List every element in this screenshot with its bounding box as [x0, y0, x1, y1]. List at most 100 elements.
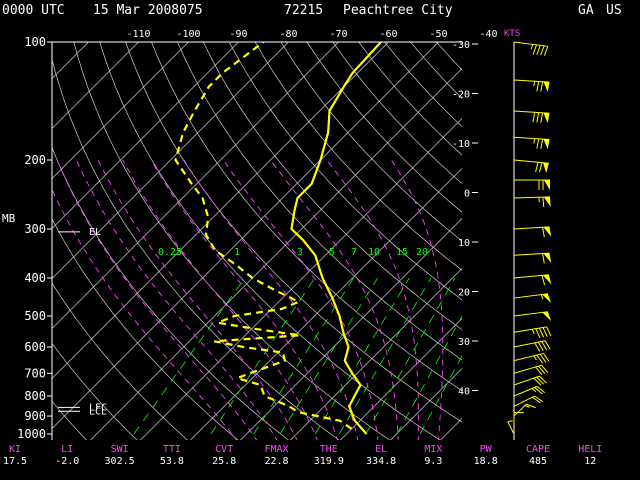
wind-barb — [513, 403, 536, 417]
index-label: KI — [8, 444, 22, 455]
wind-barb-shaft — [513, 364, 542, 374]
isotherm-line — [588, 33, 640, 442]
dry-adiabat-line — [52, 342, 138, 440]
wind-barb — [513, 293, 552, 304]
wind-barb-full-tick — [536, 112, 540, 123]
wind-barb-shaft — [513, 311, 548, 317]
wind-barb — [513, 385, 546, 397]
moist-adiabat-line — [270, 159, 399, 440]
mixing-ratio-label: 7 — [351, 247, 357, 258]
wind-barb-shaft — [513, 293, 548, 299]
pressure-tick-label: 400 — [24, 271, 46, 285]
wind-barb — [513, 364, 549, 375]
wind-axis-tick-label: 40 — [458, 387, 470, 398]
wind-barb-full-tick — [532, 112, 536, 123]
pressure-tick-label: 200 — [24, 153, 46, 167]
mixing-ratio-label: 15 — [396, 247, 408, 258]
mixing-ratio-label: 5 — [329, 247, 335, 258]
dewpoint-trace — [174, 42, 353, 430]
wind-barb-full-tick — [539, 353, 547, 363]
mixing-ratio-line — [365, 277, 456, 435]
dry-adiabat-line — [228, 42, 462, 301]
wind-barb-half-tick — [531, 329, 535, 335]
wind-barb-pennant — [543, 274, 552, 285]
header-country: US — [606, 3, 622, 18]
wind-barb-half-tick — [533, 355, 537, 361]
wind-barb-full-tick — [526, 403, 536, 409]
header-time: 0000 UTC — [2, 3, 65, 18]
wind-barb-half-tick — [533, 81, 536, 87]
wind-barb-full-tick — [535, 162, 539, 173]
wind-axis-tick-label: 20 — [458, 288, 470, 299]
wind-barb — [513, 196, 551, 208]
isotherm-line — [538, 33, 640, 442]
moist-adiabat-line — [326, 159, 419, 440]
wind-barb-shaft — [513, 252, 550, 256]
wind-barb-pennant — [543, 162, 549, 173]
moist-adiabat-line — [52, 188, 238, 440]
wind-barb-full-tick — [542, 227, 545, 238]
temperature-tick-label: -90 — [229, 29, 247, 40]
wind-barb-full-tick — [536, 354, 544, 364]
wind-barb-pennant — [543, 196, 551, 207]
wind-axis-tick-label: -30 — [452, 40, 470, 51]
wind-barb-shaft — [513, 136, 550, 140]
isotherm-line — [190, 168, 462, 440]
dry-adiabat-line — [306, 42, 462, 213]
isotherm-line — [52, 42, 139, 129]
wind-barb-full-tick — [543, 353, 550, 362]
wind-barb-shaft — [507, 421, 515, 435]
index-label: SWI — [110, 444, 129, 455]
pressure-tick-label: 500 — [24, 309, 46, 323]
header-state: GA — [578, 3, 594, 18]
temperature-tick-label: -100 — [176, 29, 200, 40]
isotherm-line — [390, 368, 462, 440]
wind-barb-shaft — [513, 375, 540, 386]
pressure-unit-label: MB — [2, 212, 16, 225]
wind-barb-full-tick — [538, 162, 543, 173]
wind-barb-shaft — [513, 41, 548, 47]
wind-barb-pennant — [543, 112, 550, 124]
pressure-tick-label: 900 — [24, 409, 46, 423]
index-label: THE — [319, 444, 338, 455]
temperature-tick-label: -80 — [279, 29, 297, 40]
wind-axis-tick-label: 30 — [458, 337, 470, 348]
temperature-trace — [290, 42, 382, 435]
wind-barb-shaft — [513, 196, 550, 199]
wind-axis-tick-label: -20 — [452, 90, 470, 101]
pressure-tick-label: 800 — [24, 389, 46, 403]
index-label: FMAX — [264, 444, 289, 455]
temperature-tick-label: -60 — [379, 29, 397, 40]
index-label: CVT — [215, 444, 234, 455]
index-value: 17.5 — [2, 456, 28, 467]
pressure-tick-label: 100 — [24, 35, 46, 49]
isotherm-line — [290, 268, 462, 440]
index-value: 25.8 — [212, 456, 237, 467]
index-label: CAPE — [525, 444, 551, 455]
isotherm-line — [52, 42, 389, 379]
wind-barb-half-tick — [530, 44, 534, 50]
isotherm-line — [0, 33, 47, 442]
level-label: LFC — [89, 402, 107, 413]
wind-barb-shaft — [513, 352, 544, 362]
wind-barb — [513, 110, 550, 124]
dry-adiabat-line — [99, 42, 441, 440]
isotherm-line — [90, 68, 462, 440]
dry-adiabat-line — [618, 42, 640, 442]
wind-barb-full-tick — [536, 376, 545, 385]
wind-barb-shaft — [513, 159, 549, 164]
wind-barb — [514, 179, 550, 191]
wind-barb — [513, 412, 524, 426]
wind-barb-full-tick — [544, 340, 551, 350]
dry-adiabat-line — [358, 42, 462, 156]
dry-adiabat-line — [488, 42, 640, 442]
index-value: 53.8 — [159, 456, 184, 467]
level-label: EL — [89, 227, 101, 238]
wind-barb-full-tick — [540, 138, 544, 149]
wind-barb-pennant — [542, 311, 552, 322]
wind-barb-full-tick — [542, 197, 545, 208]
wind-barb-full-tick — [541, 364, 549, 374]
temperature-tick-label: -40 — [479, 29, 497, 40]
wind-barb-full-tick — [541, 341, 548, 351]
